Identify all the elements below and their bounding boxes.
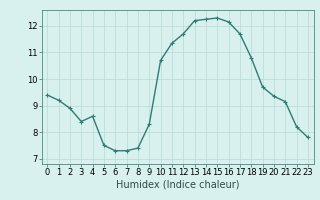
X-axis label: Humidex (Indice chaleur): Humidex (Indice chaleur) xyxy=(116,180,239,190)
